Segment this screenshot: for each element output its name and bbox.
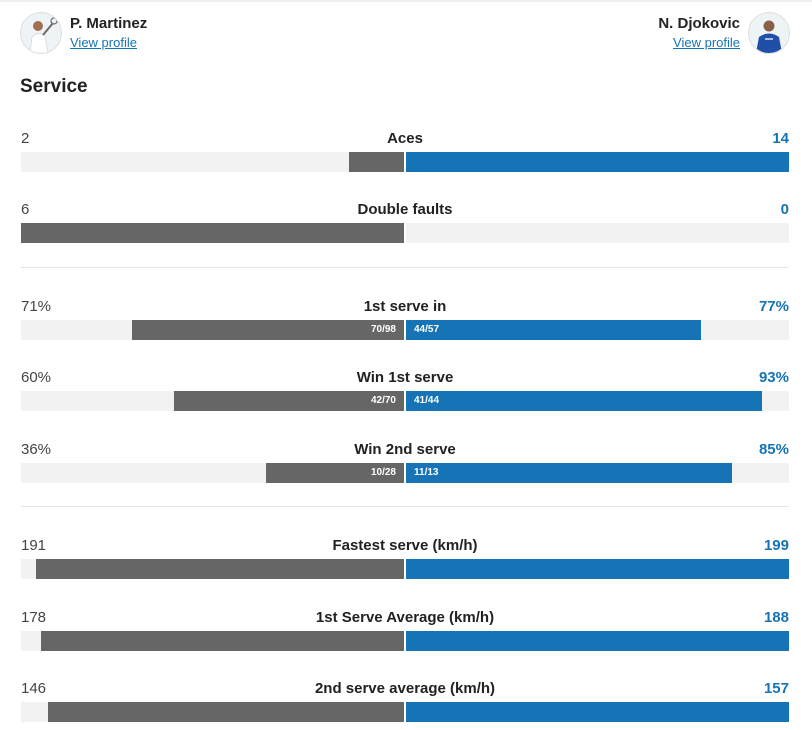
stat-right-fraction: 11/13 xyxy=(414,467,439,478)
stat-label: Aces xyxy=(387,130,423,147)
section-title: Service xyxy=(20,76,88,97)
stat-left-bar: 42/70 xyxy=(174,391,404,411)
player-photo-icon xyxy=(21,13,61,53)
stat-left-bar xyxy=(349,152,404,172)
stat-right-bar: 41/44 xyxy=(406,391,763,411)
stat-left-track xyxy=(21,559,404,579)
stat-left-value: 178 xyxy=(21,609,47,626)
stat-right-value: 157 xyxy=(763,680,789,697)
stat-right-track xyxy=(406,152,789,172)
stat-right-value: 77% xyxy=(758,298,789,315)
stat-row-win-second-serve: 36% Win 2nd serve 85% 10/28 11/13 xyxy=(21,441,789,491)
stat-left-value: 191 xyxy=(21,537,47,554)
divider xyxy=(21,267,789,268)
stat-right-bar: 44/57 xyxy=(406,320,701,340)
stat-row-double-faults: 6 Double faults 0 xyxy=(21,201,789,251)
stat-left-track xyxy=(21,152,404,172)
stat-right-track: 11/13 xyxy=(406,463,789,483)
stat-left-value: 36% xyxy=(21,441,52,458)
player-right-avatar[interactable] xyxy=(748,12,790,54)
stat-left-value: 6 xyxy=(21,201,30,218)
player-left-profile-link[interactable]: View profile xyxy=(70,35,137,50)
stat-left-bar: 70/98 xyxy=(132,320,404,340)
player-left-avatar[interactable] xyxy=(20,12,62,54)
stat-label: 1st serve in xyxy=(363,298,447,315)
stat-left-track: 70/98 xyxy=(21,320,404,340)
stat-right-track: 44/57 xyxy=(406,320,789,340)
stat-right-value: 188 xyxy=(763,609,789,626)
stat-right-value: 199 xyxy=(763,537,789,554)
stat-left-bar xyxy=(41,631,404,651)
stat-right-value: 14 xyxy=(772,130,789,147)
stat-left-fraction: 10/28 xyxy=(370,467,396,478)
stat-right-track xyxy=(406,559,789,579)
stat-left-bar: 10/28 xyxy=(266,463,404,483)
player-photo-icon xyxy=(749,13,789,53)
stat-right-track: 41/44 xyxy=(406,391,789,411)
stat-label: Win 1st serve xyxy=(356,369,454,386)
stat-right-fraction: 44/57 xyxy=(414,324,440,335)
stat-left-track xyxy=(21,223,404,243)
stat-left-bar xyxy=(36,559,404,579)
stat-left-track: 10/28 xyxy=(21,463,404,483)
player-left: P. Martinez View profile xyxy=(20,12,147,54)
stat-left-value: 146 xyxy=(21,680,47,697)
stat-left-fraction: 42/70 xyxy=(370,395,396,406)
stat-left-value: 60% xyxy=(21,369,52,386)
stat-right-value: 0 xyxy=(780,201,789,218)
stat-right-track xyxy=(406,631,789,651)
stat-right-value: 85% xyxy=(758,441,789,458)
stat-row-win-first-serve: 60% Win 1st serve 93% 42/70 41/44 xyxy=(21,369,789,419)
stat-row-first-serve-average: 178 1st Serve Average (km/h) 188 xyxy=(21,609,789,659)
stat-left-bar xyxy=(21,223,404,243)
stat-row-second-serve-average: 146 2nd serve average (km/h) 157 xyxy=(21,680,789,730)
stat-left-track: 42/70 xyxy=(21,391,404,411)
stat-row-first-serve-in: 71% 1st serve in 77% 70/98 44/57 xyxy=(21,298,789,348)
stat-right-track xyxy=(406,702,789,722)
stat-label: 2nd serve average (km/h) xyxy=(314,680,496,697)
stat-left-bar xyxy=(47,702,404,722)
stat-left-track xyxy=(21,631,404,651)
stat-right-bar xyxy=(406,152,789,172)
stat-label: 1st Serve Average (km/h) xyxy=(315,609,495,626)
stat-right-bar xyxy=(406,631,789,651)
stat-right-bar xyxy=(406,702,789,722)
stat-row-aces: 2 Aces 14 xyxy=(21,130,789,180)
divider xyxy=(21,506,789,507)
player-left-name: P. Martinez xyxy=(70,15,148,32)
stat-right-bar: 11/13 xyxy=(406,463,732,483)
stat-right-fraction: 41/44 xyxy=(414,395,440,406)
stat-right-bar xyxy=(406,559,789,579)
top-divider xyxy=(0,0,812,2)
stat-row-fastest-serve: 191 Fastest serve (km/h) 199 xyxy=(21,537,789,587)
player-right-profile-link[interactable]: View profile xyxy=(673,35,740,50)
player-right-name: N. Djokovic xyxy=(658,15,740,32)
player-right: N. Djokovic View profile xyxy=(658,12,790,54)
stat-right-value: 93% xyxy=(758,369,789,386)
stat-left-track xyxy=(21,702,404,722)
stat-left-value: 2 xyxy=(21,130,30,147)
stat-label: Fastest serve (km/h) xyxy=(332,537,478,554)
stat-right-track xyxy=(406,223,789,243)
stat-left-fraction: 70/98 xyxy=(370,324,396,335)
stat-left-value: 71% xyxy=(21,298,52,315)
stat-label: Double faults xyxy=(357,201,453,218)
stat-label: Win 2nd serve xyxy=(354,441,456,458)
